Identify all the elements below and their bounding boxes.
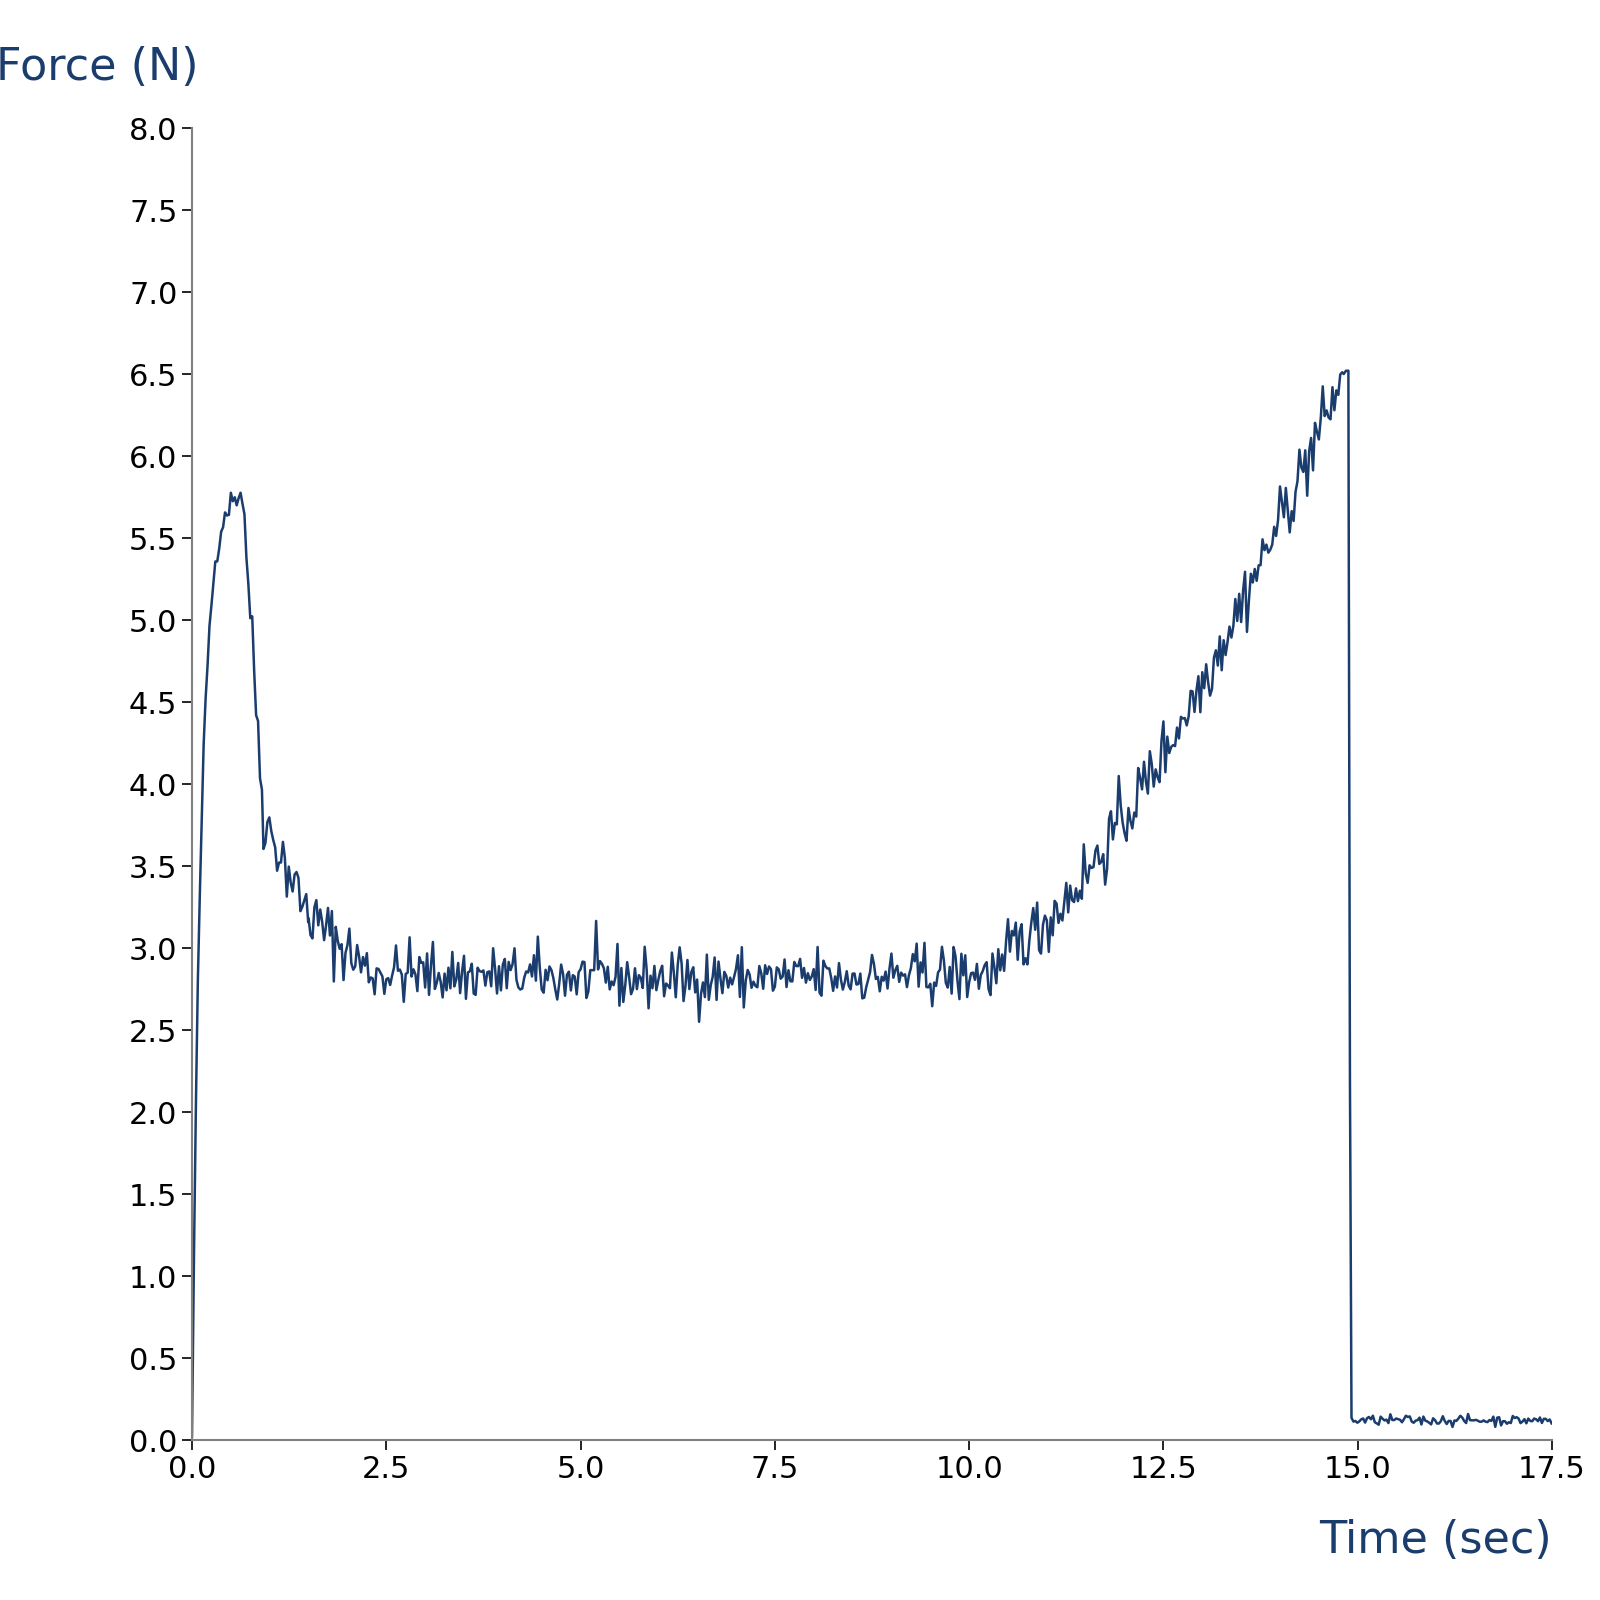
Y-axis label: Force (N): Force (N) [0, 46, 198, 88]
X-axis label: Time (sec): Time (sec) [1320, 1518, 1552, 1562]
